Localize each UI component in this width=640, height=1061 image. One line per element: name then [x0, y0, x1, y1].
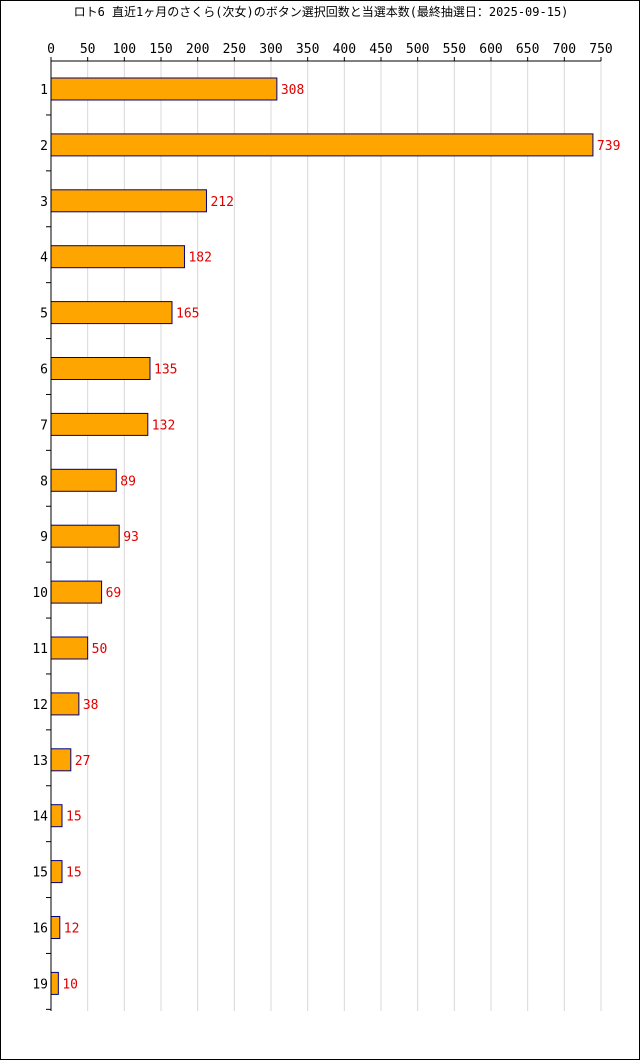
x-tick-label: 200 [186, 42, 209, 57]
x-tick-label: 50 [80, 42, 96, 57]
y-tick-label: 7 [40, 418, 48, 433]
bar [50, 468, 117, 492]
x-tick-label: 400 [333, 42, 356, 57]
bar [50, 245, 185, 269]
y-tick-label: 12 [32, 698, 48, 713]
y-tick-label: 14 [32, 810, 48, 825]
data-label: 69 [106, 586, 122, 601]
x-tick-label: 300 [259, 42, 282, 57]
grid-lines [87, 61, 602, 1011]
x-tick-label: 0 [47, 42, 55, 57]
data-label: 12 [64, 922, 80, 937]
x-tick-label: 700 [553, 42, 576, 57]
y-tick-label: 10 [32, 586, 48, 601]
y-tick-label: 11 [32, 642, 48, 657]
bar [50, 412, 149, 436]
data-label: 132 [152, 418, 175, 433]
x-tick-label: 350 [296, 42, 319, 57]
bar [50, 580, 103, 604]
bar [50, 971, 59, 995]
axes [46, 60, 601, 1011]
y-tick-label: 9 [40, 530, 48, 545]
bar [50, 301, 173, 325]
bar [50, 524, 120, 548]
bar [50, 636, 89, 660]
bar [50, 748, 72, 772]
x-tick-label: 250 [223, 42, 246, 57]
data-label: 308 [281, 83, 304, 98]
data-label: 212 [210, 195, 233, 210]
bars: 1 308 2 739 3 212 4 182 5 165 6 135 7 132 8 89 9 93 10 69 11… [32, 77, 620, 995]
bar [50, 692, 80, 716]
data-label: 15 [66, 810, 82, 825]
y-tick-label: 19 [32, 977, 48, 992]
y-tick-label: 6 [40, 363, 48, 378]
bar [50, 189, 207, 213]
y-tick-label: 4 [40, 251, 48, 266]
bar [50, 77, 278, 101]
data-label: 182 [188, 251, 211, 266]
data-label: 89 [120, 474, 136, 489]
y-tick-label: 1 [40, 83, 48, 98]
bar [50, 133, 594, 157]
x-tick-label: 550 [443, 42, 466, 57]
y-tick-label: 3 [40, 195, 48, 210]
y-tick-label: 15 [32, 866, 48, 881]
data-label: 93 [123, 530, 139, 545]
y-tick-label: 16 [32, 922, 48, 937]
data-label: 27 [75, 754, 91, 769]
x-tick-label: 100 [113, 42, 136, 57]
x-tick-label: 500 [406, 42, 429, 57]
chart-title: ロト6 直近1ヶ月のさくら(次女)のボタン選択回数と当選本数(最終抽選日：202… [74, 4, 569, 19]
y-tick-label: 8 [40, 474, 48, 489]
x-axis-ticks: 0 50 100 150 200 250 300 350 400 450 500 550 600 650 7… [47, 42, 613, 61]
bar [50, 916, 61, 939]
bar [50, 860, 63, 884]
data-label: 15 [66, 866, 82, 881]
data-label: 135 [154, 363, 177, 378]
y-tick-label: 13 [32, 754, 48, 769]
x-tick-label: 450 [369, 42, 392, 57]
data-label: 38 [83, 698, 99, 713]
x-tick-label: 750 [589, 42, 612, 57]
data-label: 739 [597, 139, 620, 154]
x-tick-label: 150 [149, 42, 172, 57]
y-tick-label: 2 [40, 139, 48, 154]
data-label: 10 [62, 977, 78, 992]
data-label: 165 [176, 307, 199, 322]
y-tick-label: 5 [40, 307, 48, 322]
data-label: 50 [92, 642, 108, 657]
bar [50, 357, 151, 380]
bar [50, 804, 63, 828]
x-tick-label: 600 [479, 42, 502, 57]
x-tick-label: 650 [516, 42, 539, 57]
